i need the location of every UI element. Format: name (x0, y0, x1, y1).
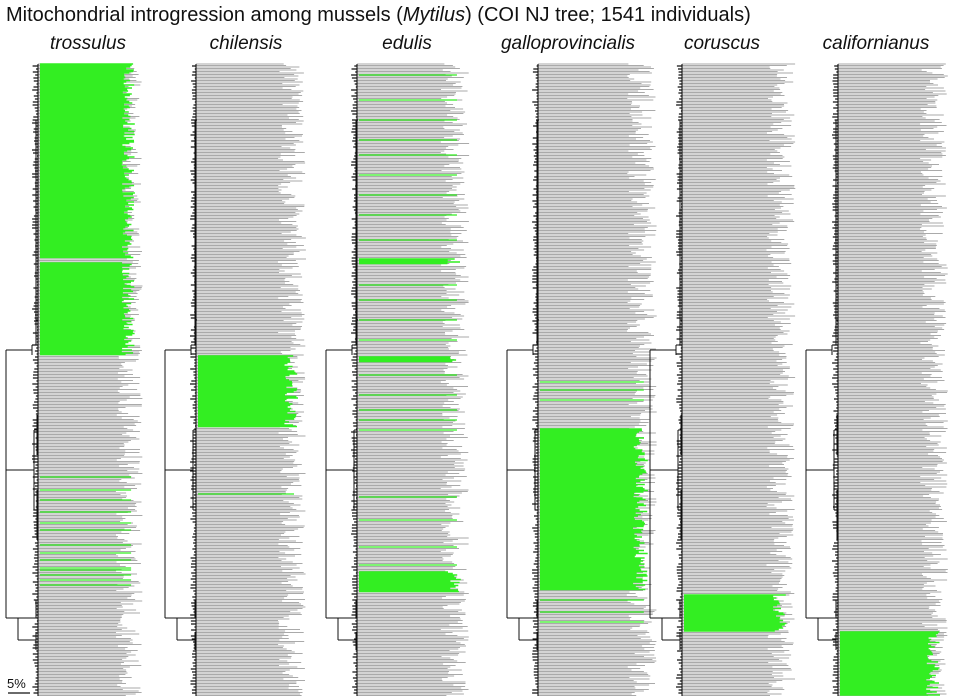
panel-label-chilensis: chilensis (209, 33, 283, 54)
panel-label-edulis: edulis (382, 33, 432, 54)
tree-panel-californianus (805, 63, 948, 697)
tree-fringe (676, 65, 682, 694)
panel-label-coruscus: coruscus (683, 33, 761, 54)
tip-lines (538, 63, 657, 697)
panel-label-californianus: californianus (822, 33, 930, 54)
tip-band-galloprovincialis (538, 63, 657, 697)
tree-branches (805, 119, 838, 650)
highlight-block-2 (359, 571, 461, 593)
highlight-block-0 (840, 631, 940, 696)
tree-panel-chilensis (164, 63, 306, 697)
tree-fringe (190, 65, 196, 694)
highlight-block-1 (359, 356, 457, 363)
highlight-block-1 (40, 262, 135, 356)
tip-lines (357, 63, 470, 697)
tip-band-edulis (357, 63, 470, 697)
tree-panel-coruscus (649, 63, 796, 697)
tree-fringe (32, 65, 38, 694)
tree-fringe (832, 65, 838, 694)
tree-branches (5, 119, 38, 650)
tip-band-coruscus (682, 63, 796, 697)
title-genus: Mytilus (402, 4, 466, 26)
highlight-block-0 (198, 355, 298, 428)
tree-skeleton-galloprovincialis (506, 64, 539, 696)
tree-branches (164, 119, 197, 650)
scale-bar-label: 5% (7, 676, 26, 691)
tree-panel-trossulus (5, 63, 143, 697)
title-prefix: Mitochondrial introgression among mussel… (6, 4, 403, 26)
panel-label-galloprovincialis: galloprovincialis (500, 33, 636, 54)
tree-panel-edulis (325, 63, 470, 697)
highlight-block-0 (540, 428, 648, 591)
tree-panel-galloprovincialis (506, 63, 657, 697)
figure-title: Mitochondrial introgression among mussel… (6, 4, 751, 27)
title-suffix: ) (COI NJ tree; 1541 individuals) (465, 4, 751, 26)
highlight-block-0 (684, 594, 787, 632)
tip-band-chilensis (196, 63, 306, 697)
tip-lines (838, 63, 948, 697)
highlight-block-0 (40, 63, 135, 259)
panel-label-trossulus: trossulus (49, 33, 127, 54)
tip-band-californianus (838, 63, 948, 697)
tree-fringe (532, 65, 538, 694)
tree-skeleton-chilensis (164, 64, 197, 696)
tree-skeleton-trossulus (5, 64, 39, 696)
highlight-block-0 (359, 258, 460, 265)
tip-band-trossulus (38, 63, 143, 697)
tree-skeleton-coruscus (649, 64, 683, 696)
tree-skeleton-edulis (325, 64, 358, 696)
tree-skeleton-californianus (805, 64, 839, 696)
